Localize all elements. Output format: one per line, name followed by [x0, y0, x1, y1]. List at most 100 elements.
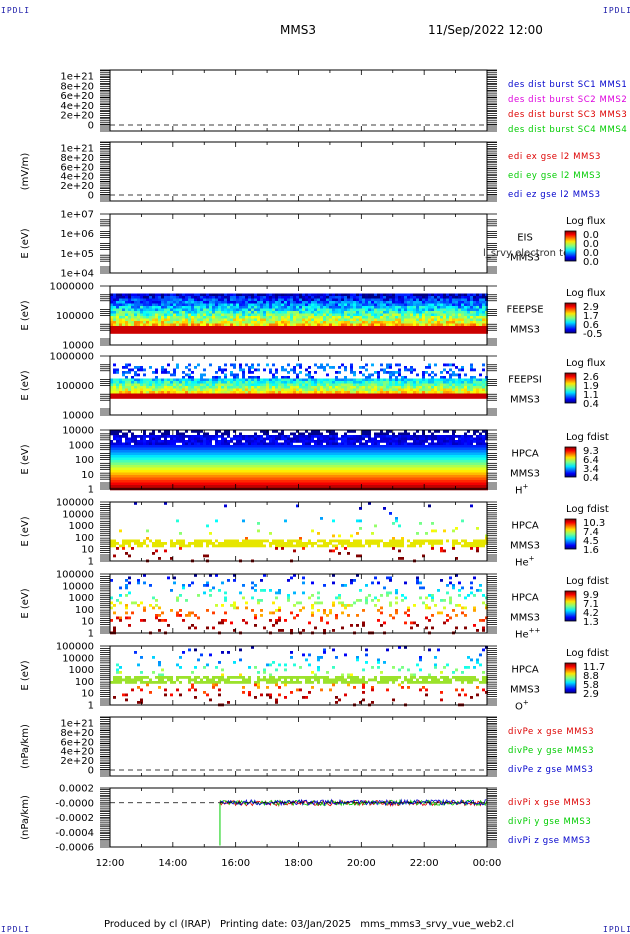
ytick-label: 10 — [81, 689, 94, 700]
ytick-label: 100 — [75, 533, 94, 544]
legend-entry: divPi z gse MMS3 — [508, 836, 591, 846]
ytick-label: 100 — [75, 677, 94, 688]
ytick-label: 2e+20 — [60, 111, 94, 122]
colorbar-tick-label: 2.6 — [583, 372, 599, 383]
colorbar-title: Log flux — [566, 288, 606, 299]
ytick-label: 1000000 — [49, 282, 94, 293]
colorbar-title: Log flux — [566, 358, 606, 369]
ytick-label: -0.0000 — [55, 798, 94, 809]
y-axis-label: E (eV) — [20, 300, 31, 330]
ytick-label: 10 — [81, 470, 94, 481]
legend-entry: edi ex gse l2 MMS3 — [508, 152, 601, 162]
ytick-label: 0 — [88, 121, 94, 132]
ytick-label: 100000 — [56, 381, 94, 392]
instrument-label: HPCA — [511, 521, 539, 532]
spacecraft-label: MMS3 — [510, 541, 540, 552]
ytick-label: 2e+20 — [60, 756, 94, 767]
ytick-label: 1000000 — [49, 352, 94, 363]
spacecraft-label: MMS3 — [510, 685, 540, 696]
instrument-label: HPCA — [511, 449, 539, 460]
colorbar — [564, 372, 577, 404]
colorbar-tick-label: 0.0 — [583, 257, 599, 268]
ytick-label: -0.0006 — [55, 843, 94, 854]
ytick-label: 1000 — [69, 440, 94, 451]
ytick-label: 10 — [81, 545, 94, 556]
y-axis-label: E (eV) — [20, 588, 31, 618]
ytick-label: 10000 — [62, 509, 94, 520]
ytick-label: 4e+20 — [60, 101, 94, 112]
panel-frame — [109, 141, 488, 202]
instrument-label: EIS — [517, 233, 533, 244]
y-axis-label: E (eV) — [20, 444, 31, 474]
ytick-label: 1e+05 — [60, 249, 94, 260]
footer-printing-date: Printing date: 03/Jan/2025 — [219, 919, 352, 930]
legend-entry: divPe z gse MMS3 — [508, 765, 594, 775]
ytick-label: 8e+20 — [60, 81, 94, 92]
legend-entry: des dist burst SC1 MMS1 — [508, 80, 627, 90]
ytick-label: 1 — [88, 629, 94, 640]
species-label: O+ — [515, 699, 529, 713]
ytick-label: 10000 — [62, 411, 94, 422]
y-axis-label: (nPa/km) — [20, 724, 31, 769]
ytick-label: 100000 — [56, 311, 94, 322]
panel-frame — [109, 787, 488, 848]
spacecraft-label: MMS3 — [510, 253, 540, 264]
species-label: He++ — [515, 627, 541, 641]
ytick-label: 6e+20 — [60, 737, 94, 748]
panel-feepse: 1000000 100000 10000 E (eV) FEEPSE MMS3 Log fl… — [20, 282, 606, 352]
xtick-label: 16:00 — [221, 858, 250, 869]
legend-entry: divPe x gse MMS3 — [508, 727, 594, 737]
xtick-label: 14:00 — [158, 858, 187, 869]
colorbar — [564, 230, 577, 262]
legend-entry: divPi y gse MMS3 — [508, 817, 591, 827]
colorbar-tick-label: 11.7 — [583, 662, 605, 673]
legend-entry: des dist burst SC4 MMS4 — [508, 125, 627, 135]
ytick-label: 8e+20 — [60, 728, 94, 739]
y-axis-label: E (eV) — [20, 370, 31, 400]
colorbar-tick-label: -0.5 — [583, 329, 603, 340]
ytick-label: 10000 — [62, 581, 94, 592]
colorbar-tick-label: 0.6 — [583, 320, 599, 331]
ytick-label: 1000 — [69, 521, 94, 532]
colorbar-tick-label: 5.8 — [583, 680, 599, 691]
footer-produced-by: Produced by cl (IRAP) — [104, 919, 211, 930]
legend-entry: des dist burst SC2 MMS2 — [508, 95, 627, 105]
ytick-label: 100000 — [56, 498, 94, 509]
colorbar-title: Log flux — [566, 216, 606, 227]
colorbar-title: Log fdist — [566, 504, 609, 515]
xtick-label: 12:00 — [96, 858, 125, 869]
ytick-label: 2e+20 — [60, 181, 94, 192]
y-axis-label: (mV/m) — [20, 153, 31, 191]
xtick-label: 18:00 — [284, 858, 313, 869]
footer-file: mms_mms3_srvy_vue_web2.cl — [360, 919, 515, 930]
legend-entry: des dist burst SC3 MMS3 — [508, 110, 627, 120]
ytick-label: 10000 — [62, 341, 94, 352]
corner-label-top-right: IPDLI — [603, 6, 630, 15]
panel-frame — [109, 69, 488, 132]
xtick-label: 20:00 — [347, 858, 376, 869]
ytick-label: 0 — [88, 191, 94, 202]
ytick-label: 1e+06 — [60, 229, 94, 240]
ytick-label: -0.0002 — [55, 813, 94, 824]
panel-frame — [109, 716, 488, 777]
colorbar-tick-label: 1.9 — [583, 381, 599, 392]
legend-entry: divPe y gse MMS3 — [508, 746, 594, 756]
corner-label-top-left: IPDLI — [1, 6, 31, 15]
species-label: He+ — [515, 555, 535, 569]
colorbar-tick-label: 10.3 — [583, 518, 605, 529]
colorbar-tick-label: 1.1 — [583, 390, 599, 401]
panel-eis: 1e+07 1e+06 1e+05 1e+04 E (eV) EIS MMS3l_srvy … — [20, 210, 606, 280]
instrument-label: FEEPSI — [508, 375, 542, 386]
colorbar-tick-label: 2.9 — [583, 689, 599, 700]
instrument-label: HPCA — [511, 593, 539, 604]
ytick-label: 100000 — [56, 642, 94, 653]
instrument-label: FEEPSE — [506, 305, 543, 316]
footer: Produced by cl (IRAP) Printing date: 03/… — [104, 919, 520, 930]
colorbar-tick-label: 0.4 — [583, 399, 599, 410]
corner-label-bottom-right: IPDLI — [603, 925, 630, 934]
spacecraft-title: MMS3 — [280, 23, 316, 37]
